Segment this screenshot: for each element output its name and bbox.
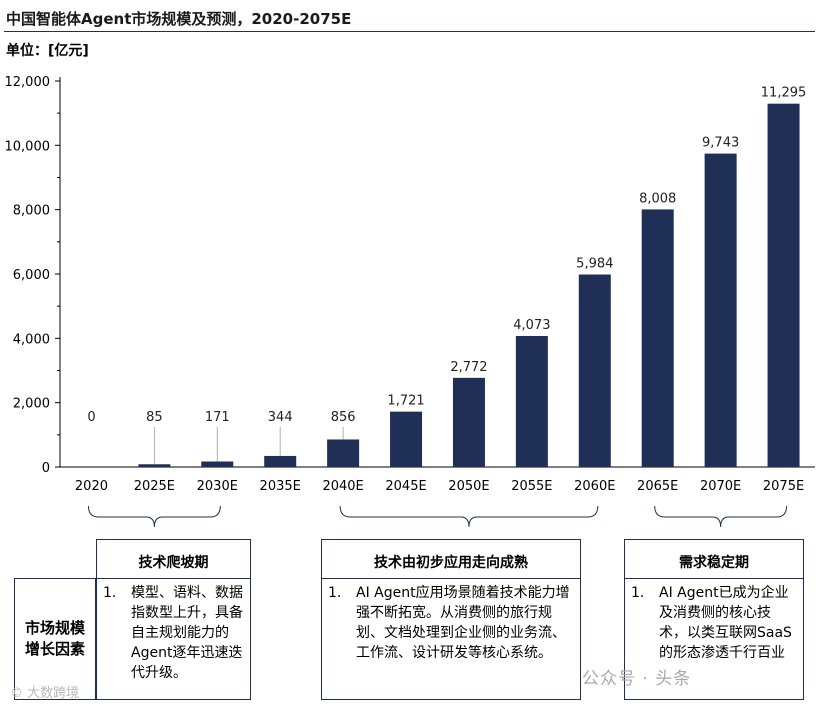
y-tick-label: 6,000 [13, 268, 50, 283]
x-tick-label: 2065E [637, 479, 678, 494]
data-label: 8,008 [639, 191, 676, 206]
data-label: 11,295 [761, 86, 807, 101]
data-label: 2,772 [450, 360, 487, 375]
bar [578, 274, 611, 467]
data-label: 5,984 [576, 257, 613, 272]
data-label: 9,743 [702, 136, 739, 151]
phase-title-maturing: 技术由初步应用走向成熟 [321, 539, 581, 579]
y-tick-label: 2,000 [13, 397, 50, 412]
x-tick-label: 2055E [511, 479, 552, 494]
x-tick-label: 2030E [197, 479, 238, 494]
x-tick-label: 2045E [385, 479, 426, 494]
x-tick-label: 2075E [763, 479, 804, 494]
y-tick-label: 4,000 [13, 332, 50, 347]
title-divider [4, 31, 815, 32]
watermark-left: © 大数跨境 [10, 686, 80, 701]
phase-item-number: 1. [103, 585, 117, 601]
x-tick-label: 2060E [574, 479, 615, 494]
watermark-right: 公众号 · 头条 [582, 669, 692, 689]
y-tick-label: 0 [42, 461, 50, 476]
bar [390, 411, 423, 467]
y-tick-label: 10,000 [5, 139, 51, 154]
x-tick-label: 2020 [75, 479, 108, 494]
phase-item-text: AI Agent应用场景随着技术能力增强不断拓宽。从消费侧的旅行规划、文档处理到… [356, 585, 570, 661]
phase-body-maturing: 1. AI Agent应用场景随着技术能力增强不断拓宽。从消费侧的旅行规划、文档… [321, 579, 581, 700]
growth-factors-text: 市场规模增长因素 [24, 619, 85, 658]
y-tick-label: 8,000 [13, 204, 50, 219]
x-tick-label: 2040E [322, 479, 363, 494]
data-label: 856 [331, 410, 356, 425]
phase-body-stable: 1. AI Agent已成为企业及消费侧的核心技术，以类互联网SaaS的形态渗透… [624, 579, 804, 700]
y-tick-label: 12,000 [5, 75, 51, 90]
data-label: 4,073 [513, 318, 550, 333]
phase-title-stable: 需求稳定期 [624, 539, 804, 579]
phase-item-number: 1. [631, 585, 645, 601]
bar [452, 377, 485, 467]
phase-body-climb: 1. 模型、语料、数据指数型上升，具备自主规划能力的Agent逐年迅速迭代升级。 [96, 579, 251, 700]
data-label: 1,721 [387, 394, 424, 409]
unit-label: 单位：[亿元] [6, 43, 89, 59]
bar [704, 153, 737, 468]
bar [138, 464, 171, 467]
phase-title-climb: 技术爬坡期 [96, 539, 251, 579]
x-tick-label: 2025E [134, 479, 175, 494]
data-label: 344 [268, 410, 293, 425]
x-tick-label: 2035E [260, 479, 301, 494]
bar [641, 209, 674, 467]
data-label: 85 [146, 410, 163, 425]
phase-brace-maturing [339, 505, 599, 528]
bar [201, 461, 234, 467]
data-label: 171 [205, 410, 230, 425]
phase-item-text: 模型、语料、数据指数型上升，具备自主规划能力的Agent逐年迅速迭代升级。 [131, 585, 243, 681]
phase-item-number: 1. [328, 585, 342, 601]
phase-brace-stable [654, 505, 788, 528]
bar [767, 103, 800, 468]
bar [515, 335, 548, 467]
data-label: 0 [87, 410, 95, 425]
x-tick-label: 2070E [700, 479, 741, 494]
bar [264, 455, 297, 467]
phase-item-text: AI Agent已成为企业及消费侧的核心技术，以类互联网SaaS的形态渗透千行百… [659, 585, 792, 661]
growth-factors-label: 市场规模增长因素 [14, 578, 96, 700]
x-tick-label: 2050E [448, 479, 489, 494]
bar-chart: 0 2,000 4,000 6,000 8,000 10,000 12,000 0 2020 85… [5, 75, 815, 528]
phase-brace-climb [87, 505, 221, 528]
bar [327, 439, 360, 467]
chart-title: 中国智能体Agent市场规模及预测，2020-2075E [6, 10, 352, 28]
